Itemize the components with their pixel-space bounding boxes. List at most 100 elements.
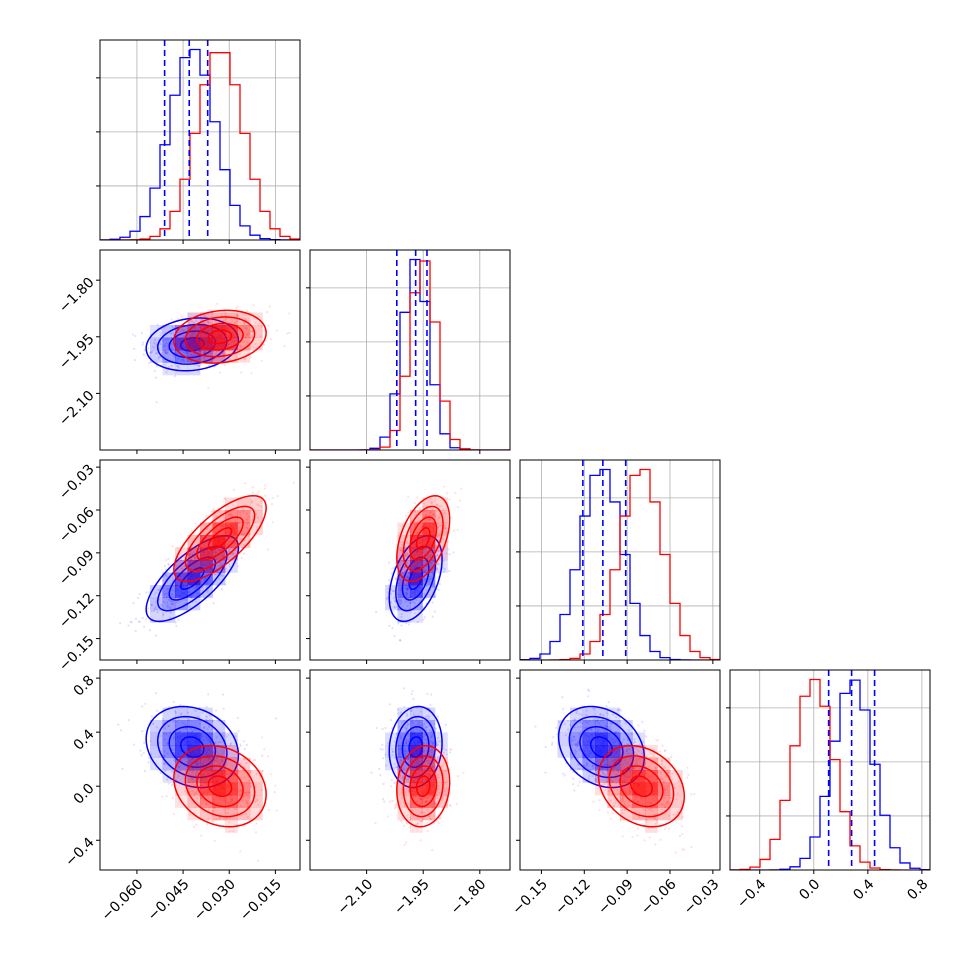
sample-point xyxy=(423,568,427,571)
sample-point xyxy=(390,727,394,730)
sample-point xyxy=(407,757,410,760)
sample-point xyxy=(591,775,594,778)
sample-point xyxy=(431,765,434,769)
sample-point xyxy=(181,567,184,570)
sample-point xyxy=(431,585,434,588)
sample-point xyxy=(585,761,588,765)
contour-1 xyxy=(396,744,451,828)
sample-point xyxy=(455,802,458,805)
sample-point xyxy=(168,705,171,709)
sample-point xyxy=(433,722,436,726)
density-cell xyxy=(410,597,423,611)
sample-point xyxy=(456,528,459,531)
sample-point xyxy=(417,562,420,565)
sample-point xyxy=(416,822,419,825)
density-cell xyxy=(200,770,213,783)
sample-point xyxy=(409,601,412,605)
sample-point xyxy=(208,807,211,810)
density-cell xyxy=(410,807,423,821)
sample-point xyxy=(428,578,432,581)
sample-point xyxy=(227,357,231,360)
sample-point xyxy=(583,766,587,769)
sample-point xyxy=(180,328,183,331)
sample-point xyxy=(430,721,433,724)
sample-point xyxy=(422,569,425,572)
sample-point xyxy=(186,747,189,750)
sample-point xyxy=(179,703,182,707)
sample-point xyxy=(171,576,174,579)
sample-point xyxy=(247,535,250,538)
sample-point xyxy=(633,738,636,741)
sample-point xyxy=(425,558,429,561)
sample-point xyxy=(446,492,449,495)
sample-point xyxy=(192,825,196,829)
sample-point xyxy=(407,553,410,556)
sample-point xyxy=(180,721,184,724)
sample-point xyxy=(667,827,670,830)
sample-point xyxy=(214,515,218,518)
sample-point xyxy=(423,723,426,726)
density-cell xyxy=(620,732,633,746)
sample-point xyxy=(220,753,223,756)
sample-point xyxy=(425,742,428,745)
sample-point xyxy=(178,600,181,603)
sample-point xyxy=(666,800,669,803)
sample-point xyxy=(158,742,161,745)
density-cell xyxy=(422,757,436,771)
sample-point xyxy=(230,512,233,515)
sample-point xyxy=(203,758,207,762)
sample-point xyxy=(163,762,166,766)
sample-point xyxy=(163,732,166,735)
sample-point xyxy=(167,557,170,560)
sample-point xyxy=(208,349,211,353)
sample-point xyxy=(197,765,201,769)
sample-point xyxy=(168,569,171,572)
sample-point xyxy=(266,548,270,551)
sample-point xyxy=(403,771,406,774)
sample-point xyxy=(207,521,210,524)
sample-point xyxy=(162,732,166,736)
sample-point xyxy=(623,759,626,762)
sample-point xyxy=(413,560,417,563)
sample-point xyxy=(222,751,225,754)
sample-point xyxy=(432,765,435,769)
sample-point xyxy=(419,710,422,713)
sample-point xyxy=(163,754,166,757)
sample-point xyxy=(602,782,605,785)
sample-point xyxy=(203,321,206,324)
sample-point xyxy=(238,352,241,356)
sample-point xyxy=(201,586,204,590)
sample-point xyxy=(173,348,176,351)
sample-point xyxy=(426,808,429,811)
sample-point xyxy=(224,811,227,815)
sample-point xyxy=(434,727,437,730)
sample-point xyxy=(263,329,266,332)
histogram-series-0 xyxy=(100,48,300,240)
sample-point xyxy=(171,600,174,603)
sample-point xyxy=(177,775,180,778)
sample-point xyxy=(375,726,378,730)
sample-point xyxy=(140,754,143,757)
sample-point xyxy=(191,771,194,774)
sample-point xyxy=(252,759,255,762)
sample-point xyxy=(191,319,194,322)
density-cell xyxy=(397,610,411,623)
sample-point xyxy=(264,484,267,487)
density-cell xyxy=(175,547,188,561)
sample-point xyxy=(163,592,166,596)
sample-point xyxy=(413,509,416,513)
sample-point xyxy=(437,516,440,519)
sample-point xyxy=(182,338,185,341)
sample-point xyxy=(430,739,433,743)
sample-point xyxy=(202,726,205,729)
density-cell xyxy=(397,535,411,548)
sample-point xyxy=(400,543,403,547)
sample-point xyxy=(425,821,428,824)
sample-point xyxy=(164,573,168,577)
sample-point xyxy=(237,767,240,770)
sample-point xyxy=(180,567,183,570)
sample-point xyxy=(403,804,406,808)
sample-point xyxy=(422,811,425,814)
sample-point xyxy=(690,845,693,849)
sample-point xyxy=(423,579,426,582)
